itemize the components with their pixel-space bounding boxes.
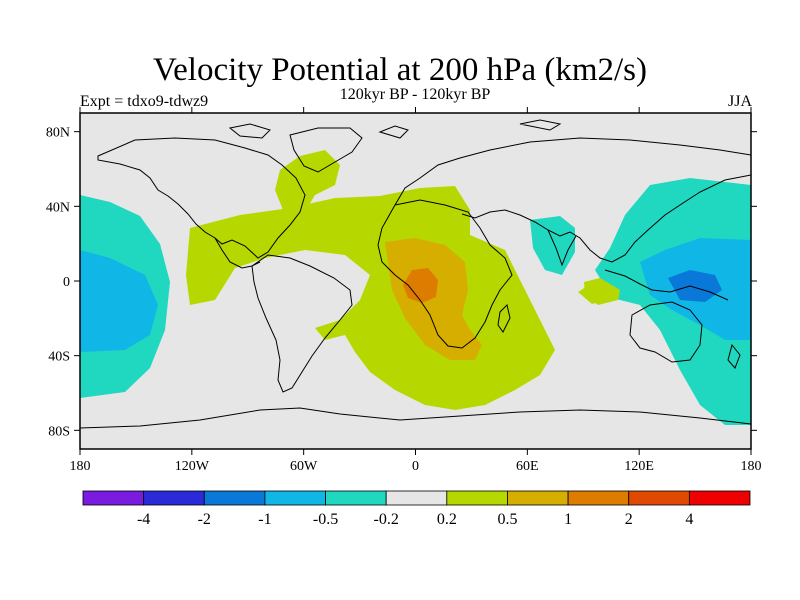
colorbar-label: -1: [258, 511, 271, 528]
colorbar-swatch: [567, 490, 630, 506]
colorbar-label: -2: [198, 511, 211, 528]
coastline-new-zealand: [727, 343, 741, 369]
coastline-africa: [377, 199, 513, 349]
coastline-greenland: [289, 127, 363, 173]
colorbar-swatch: [688, 490, 751, 506]
coastline-madagascar: [497, 304, 511, 333]
map-panel: 80N 40N 0 40S 80S 180 120W 60W 0 60E 120E 180: [46, 107, 762, 474]
coastline-south-america: [251, 254, 353, 393]
lat-tick-label: 40N: [46, 200, 70, 215]
colorbar-swatch: [628, 490, 690, 506]
colorbar-swatch: [446, 490, 508, 506]
experiment-label: Expt = tdxo9-tdwz9: [80, 93, 209, 110]
map-title: Velocity Potential at 200 hPa (km2/s): [152, 52, 648, 88]
lon-tick-label: 0: [412, 459, 419, 474]
lon-tick-label: 120E: [624, 459, 654, 474]
colorbar: -4 -2 -1 -0.5 -0.2 0.2 0.5 1 2 4: [82, 490, 751, 528]
map-subtitle: 120kyr BP - 120kyr BP: [339, 86, 491, 103]
colorbar-swatch: [143, 490, 205, 506]
colorbar-label: 0.2: [437, 511, 457, 528]
contour-greenland-green: [275, 150, 340, 220]
lat-tick-label: 40S: [48, 350, 70, 365]
lat-tick-label: 80N: [46, 126, 70, 141]
season-label: JJA: [727, 93, 752, 110]
contour-africa-orange: [385, 238, 482, 360]
colorbar-swatch: [82, 490, 145, 506]
colorbar-label: 1: [564, 511, 572, 528]
colorbar-swatch: [385, 490, 448, 506]
coastline-india: [547, 229, 577, 267]
lat-tick-label: 80S: [48, 424, 70, 439]
colorbar-label: -0.5: [313, 511, 338, 528]
lon-tick-label: 60E: [516, 459, 539, 474]
colorbar-swatch: [203, 490, 266, 506]
colorbar-label: 0.5: [497, 511, 517, 528]
coastline-arctic-islands: [228, 119, 562, 139]
colorbar-swatch: [507, 490, 569, 506]
contour-westpacific-blue: [668, 270, 722, 302]
coastline-maritime-continent: [604, 269, 729, 301]
contour-pacific-west-cyan: [80, 250, 158, 352]
coastline-asia-east: [461, 174, 751, 263]
coastline-europe-asia: [394, 137, 751, 206]
contour-africa-darkorange: [403, 268, 438, 303]
colorbar-label: -4: [137, 511, 150, 528]
longitude-axis: 180 120W 60W 0 60E 120E 180: [70, 107, 762, 474]
lon-tick-label: 60W: [290, 459, 318, 474]
lon-tick-label: 120W: [175, 459, 210, 474]
contour-indonesia-green: [584, 278, 620, 305]
colorbar-label: 2: [625, 511, 633, 528]
lon-tick-label: 180: [741, 459, 762, 474]
coastlines: [80, 119, 751, 429]
coastline-antarctica: [80, 407, 751, 429]
colorbar-swatch: [325, 490, 387, 506]
coastline-australia: [629, 301, 703, 363]
latitude-axis: 80N 40N 0 40S 80S: [46, 126, 757, 439]
colorbar-label: -0.2: [374, 511, 399, 528]
coastline-north-america: [97, 137, 306, 259]
colorbar-label: 4: [685, 511, 693, 528]
lon-tick-label: 180: [70, 459, 91, 474]
lat-tick-label: 0: [63, 275, 70, 290]
colorbar-swatch: [264, 490, 326, 506]
